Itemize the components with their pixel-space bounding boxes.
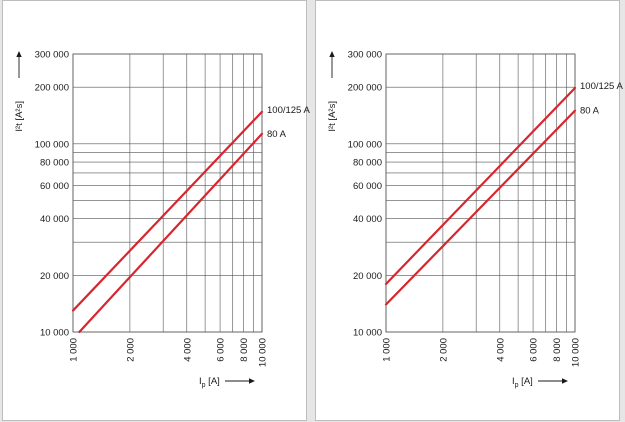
chart-left: 10 000 20 000 40 000 60 000 80 000 100 000 200… bbox=[14, 50, 310, 390]
x-tick-label: 2 000 bbox=[125, 338, 136, 362]
series-label: 80 A bbox=[580, 106, 600, 117]
chart-panel-left: 10 000 20 000 40 000 60 000 80 000 100 000 200… bbox=[2, 0, 310, 421]
y-tick-label: 300 000 bbox=[348, 50, 382, 61]
series-label: 100/125 A bbox=[267, 105, 310, 116]
series-line bbox=[78, 132, 264, 334]
y-axis-label: I²t [A²s] bbox=[14, 101, 25, 132]
x-axis-label: Ip [A] bbox=[512, 376, 533, 389]
y-axis-arrowhead bbox=[329, 51, 335, 57]
y-axis-arrowhead bbox=[16, 51, 22, 57]
series-label: 100/125 A bbox=[580, 81, 623, 92]
y-tick-label: 10 000 bbox=[40, 328, 69, 339]
plot-frame bbox=[72, 53, 263, 333]
y-tick-label: 200 000 bbox=[35, 83, 69, 94]
y-tick-label: 80 000 bbox=[40, 158, 69, 169]
x-tick-label: 10 000 bbox=[258, 338, 269, 367]
y-tick-label: 200 000 bbox=[348, 83, 382, 94]
y-axis-label: I²t [A²s] bbox=[327, 101, 338, 132]
series-line bbox=[384, 86, 577, 286]
x-tick-label: 4 000 bbox=[495, 338, 506, 362]
x-tick-label: 8 000 bbox=[239, 338, 250, 362]
series-line bbox=[384, 109, 577, 306]
y-tick-label: 80 000 bbox=[353, 158, 382, 169]
chart-right: 10 000 20 000 40 000 60 000 80 000 100 000 200… bbox=[327, 50, 623, 390]
chart-panel-right: 10 000 20 000 40 000 60 000 80 000 100 000 200… bbox=[315, 0, 623, 421]
y-tick-label: 60 000 bbox=[353, 181, 382, 192]
x-tick-label: 4 000 bbox=[182, 338, 193, 362]
x-tick-label: 1 000 bbox=[69, 338, 80, 362]
y-tick-label: 300 000 bbox=[35, 50, 69, 61]
y-tick-label: 20 000 bbox=[40, 271, 69, 282]
x-tick-label: 6 000 bbox=[529, 338, 540, 362]
y-tick-label: 100 000 bbox=[35, 139, 69, 150]
y-tick-label: 40 000 bbox=[40, 214, 69, 225]
grid bbox=[72, 53, 263, 333]
x-tick-label: 10 000 bbox=[571, 338, 582, 367]
x-tick-label: 2 000 bbox=[438, 338, 449, 362]
x-axis-arrowhead bbox=[562, 378, 568, 384]
y-tick-label: 40 000 bbox=[353, 214, 382, 225]
grid bbox=[385, 53, 576, 333]
x-axis-arrowhead bbox=[249, 378, 255, 384]
x-axis-label: Ip [A] bbox=[199, 376, 220, 389]
y-tick-label: 60 000 bbox=[40, 181, 69, 192]
x-tick-label: 6 000 bbox=[216, 338, 227, 362]
x-tick-label: 8 000 bbox=[552, 338, 563, 362]
y-tick-label: 20 000 bbox=[353, 271, 382, 282]
plot-frame bbox=[385, 53, 576, 333]
y-tick-label: 10 000 bbox=[353, 328, 382, 339]
series-label: 80 A bbox=[267, 129, 287, 140]
x-tick-label: 1 000 bbox=[382, 338, 393, 362]
y-tick-label: 100 000 bbox=[348, 139, 382, 150]
series-line bbox=[71, 110, 264, 312]
